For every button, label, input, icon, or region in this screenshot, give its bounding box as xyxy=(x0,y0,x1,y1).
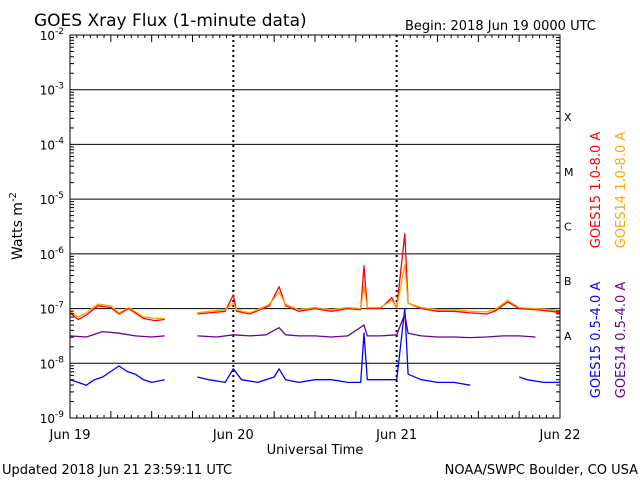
chart-title: GOES Xray Flux (1-minute data) xyxy=(34,11,307,31)
y-tick-label: 10-2 xyxy=(40,27,64,43)
legend-entry-3: GOES15 0.5-4.0 A xyxy=(589,282,604,399)
y-tick-label: 10-8 xyxy=(40,355,65,371)
flare-class-m: M xyxy=(564,166,574,179)
x-tick-label: Jun 21 xyxy=(375,428,417,443)
credit-text: NOAA/SWPC Boulder, CO USA xyxy=(445,463,638,478)
series-line-1 xyxy=(69,232,561,322)
flare-class-x: X xyxy=(564,111,572,124)
y-axis-ticks: 10-2 10-3 10-4 10-5 10-6 10-7 10-8 10-9 xyxy=(40,27,560,426)
legend-entry-2: GOES14 1.0-8.0 A xyxy=(614,132,629,249)
x-tick-label: Jun 20 xyxy=(212,428,254,443)
y-tick-label: 10-4 xyxy=(40,136,65,152)
legend-entry-1: GOES15 1.0-8.0 A xyxy=(589,132,604,249)
gridlines xyxy=(70,35,560,418)
series-line-3 xyxy=(69,307,560,386)
y-tick-label: 10-5 xyxy=(40,191,64,207)
y-axis-label-group: Watts m-2 xyxy=(8,192,26,260)
y-tick-label: 10-9 xyxy=(40,410,65,426)
series-group xyxy=(69,232,561,386)
y-axis-label-exponent: -2 xyxy=(8,192,19,202)
y-axis-label-text: Watts m xyxy=(10,202,26,260)
x-tick-label: Jun 19 xyxy=(49,428,91,443)
flare-class-b: B xyxy=(564,275,572,288)
y-tick-label: 10-6 xyxy=(40,246,65,262)
y-axis-label: Watts m-2 xyxy=(8,192,26,260)
x-tick-label: Jun 22 xyxy=(539,428,581,443)
begin-label: Begin: 2018 Jun 19 0000 UTC xyxy=(405,19,596,34)
legend: GOES15 1.0-8.0 A GOES14 1.0-8.0 A GOES15 0… xyxy=(589,132,629,399)
flare-class-labels: X M C B A xyxy=(564,111,574,343)
y-tick-label: 10-7 xyxy=(40,301,64,317)
legend-entry-4: GOES14 0.5-4.0 A xyxy=(614,282,629,399)
y-tick-label: 10-3 xyxy=(40,82,64,98)
x-axis-ticks: Jun 19 Jun 20 Jun 21 Jun 22 xyxy=(49,35,581,443)
updated-timestamp: Updated 2018 Jun 21 23:59:11 UTC xyxy=(2,463,232,478)
series-line-2 xyxy=(69,264,561,320)
x-axis-label: Universal Time xyxy=(267,443,364,458)
flare-class-c: C xyxy=(564,221,572,234)
flare-class-a: A xyxy=(564,330,572,343)
